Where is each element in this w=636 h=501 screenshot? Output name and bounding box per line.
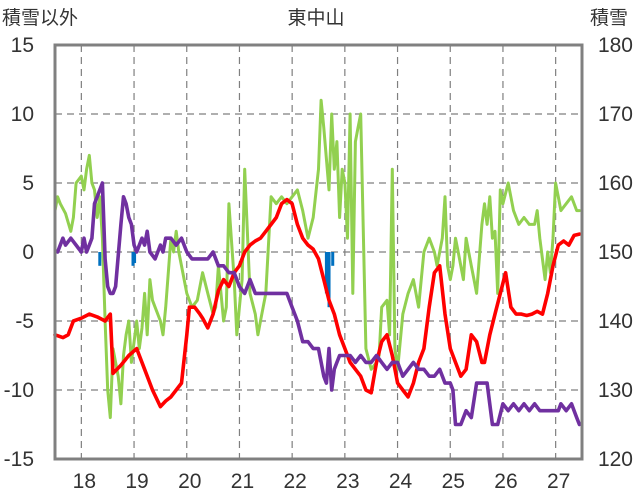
series-line-2	[55, 181, 582, 427]
x-tick-label: 19	[125, 470, 148, 493]
left-tick-label: -10	[4, 379, 34, 402]
bar	[98, 252, 102, 266]
right-tick-label: 170	[598, 103, 633, 126]
right-tick-label: 150	[598, 241, 633, 264]
bar	[324, 252, 328, 294]
right-tick-label: 140	[598, 310, 633, 333]
left-tick-label: 15	[11, 34, 34, 57]
line-series	[53, 98, 582, 427]
x-tick-labels: 18 19 20 21 22 23 24 25 26 27	[73, 470, 571, 493]
left-tick-label: 5	[22, 172, 34, 195]
series-line-0	[53, 197, 582, 409]
x-tick-label: 24	[389, 470, 413, 493]
left-tick-label: 10	[11, 103, 34, 126]
x-tick-label: 20	[178, 470, 201, 493]
right-tick-labels: 180 170 160 150 140 130 120	[598, 34, 633, 471]
right-tick-label: 160	[598, 172, 633, 195]
right-axis-label: 積雪	[590, 7, 628, 29]
plot-frame	[53, 43, 584, 461]
left-tick-label: 0	[22, 241, 34, 264]
x-tick-label: 26	[494, 470, 517, 493]
bar	[133, 252, 137, 264]
left-axis-label: 積雪以外	[2, 7, 78, 29]
x-tick-label: 23	[336, 470, 359, 493]
x-tick-label: 22	[283, 470, 306, 493]
right-tick-label: 180	[598, 34, 633, 57]
bar	[131, 252, 135, 266]
left-tick-label: -5	[15, 310, 34, 333]
chart-title: 東中山	[287, 7, 344, 29]
bar	[327, 252, 331, 308]
left-tick-labels: 15 10 5 0 -5 -10 -15	[4, 34, 34, 471]
x-tick-label: 21	[231, 470, 254, 493]
x-tick-label: 27	[547, 470, 570, 493]
x-tick-label: 18	[73, 470, 96, 493]
left-tick-label: -15	[4, 448, 34, 471]
bar	[331, 252, 335, 266]
bar-series	[98, 252, 335, 308]
right-tick-label: 120	[598, 448, 633, 471]
right-tick-label: 130	[598, 379, 633, 402]
x-tick-label: 25	[442, 470, 465, 493]
